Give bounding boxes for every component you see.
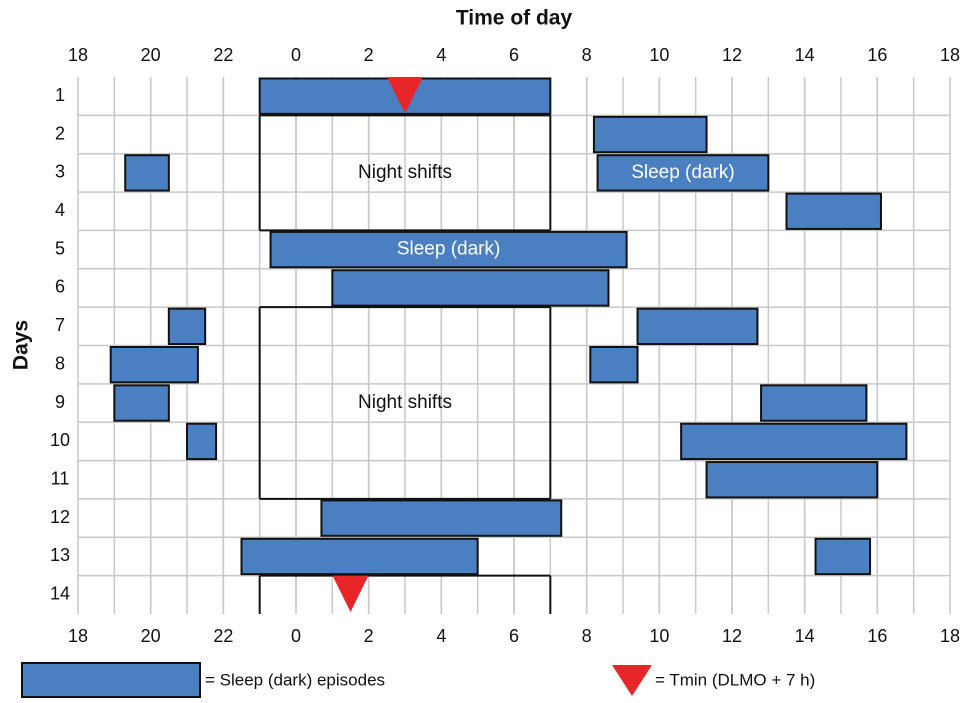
x-tick-label-bottom: 18 [68, 626, 88, 646]
x-tick-label-top: 0 [291, 45, 301, 65]
legend-swatch [21, 662, 201, 698]
sleep-bar [269, 230, 628, 269]
y-tick-label: 9 [55, 392, 65, 412]
sleep-bar [760, 384, 868, 422]
sleep-bar [113, 384, 170, 422]
sleep-bar [596, 154, 770, 192]
x-tick-label-bottom: 16 [867, 626, 887, 646]
x-tick-label-top: 18 [68, 45, 88, 65]
y-tick-label: 10 [50, 430, 70, 450]
x-tick-label-top: 18 [940, 45, 960, 65]
x-tick-label-top: 12 [722, 45, 742, 65]
y-tick-label: 2 [55, 123, 65, 143]
sleep-bar [331, 269, 610, 307]
legend-marker [612, 665, 652, 696]
x-tick-label-top: 10 [649, 45, 669, 65]
sleep-bar [636, 307, 759, 345]
night-shift-label: Night shifts [358, 162, 452, 183]
sleep-bar [589, 346, 639, 384]
sleep-bar [320, 499, 563, 537]
sleep-bar [167, 307, 207, 345]
y-tick-label: 4 [55, 200, 65, 220]
tmin-marker [332, 575, 369, 612]
x-tick-label-bottom: 2 [364, 626, 374, 646]
sleep-bar [785, 192, 882, 230]
bar-label: Sleep (dark) [397, 239, 501, 260]
y-tick-label: 7 [55, 315, 65, 335]
x-tick-label-bottom: 4 [436, 626, 446, 646]
y-tick-label: 1 [55, 85, 65, 105]
night-shift-label: Night shifts [358, 392, 452, 413]
x-tick-label-top: 20 [141, 45, 161, 65]
x-tick-label-top: 22 [213, 45, 233, 65]
y-tick-label: 13 [50, 545, 70, 565]
sleep-bar [186, 422, 218, 461]
x-tick-label-bottom: 0 [291, 626, 301, 646]
chart-title: Time of day [456, 7, 573, 30]
y-tick-label: 8 [55, 353, 65, 373]
sleep-bar [705, 461, 879, 499]
x-tick-label-top: 14 [795, 45, 815, 65]
x-tick-label-top: 4 [436, 45, 446, 65]
sleep-bar [592, 115, 708, 154]
sleep-bar [109, 346, 199, 384]
bar-label: Sleep (dark) [631, 162, 735, 183]
sleep-bar [240, 537, 479, 576]
x-tick-label-bottom: 18 [940, 626, 960, 646]
sleep-bar [814, 537, 872, 576]
y-tick-label: 14 [50, 584, 70, 604]
x-tick-label-bottom: 10 [649, 626, 669, 646]
legend-label: = Tmin (DLMO + 7 h) [655, 670, 815, 689]
sleep-bar [124, 154, 170, 192]
tmin-marker [387, 77, 423, 114]
y-tick-label: 5 [55, 238, 65, 258]
x-tick-label-bottom: 22 [213, 626, 233, 646]
y-axis-label: Days [10, 320, 33, 370]
y-tick-label: 6 [55, 277, 65, 297]
sleep-bar [680, 422, 908, 461]
x-tick-label-top: 6 [509, 45, 519, 65]
x-tick-label-top: 8 [582, 45, 592, 65]
x-tick-label-bottom: 6 [509, 626, 519, 646]
y-tick-label: 3 [55, 162, 65, 182]
x-tick-label-top: 16 [867, 45, 887, 65]
y-tick-label: 11 [51, 469, 70, 489]
x-tick-label-top: 2 [364, 45, 374, 65]
x-tick-label-bottom: 8 [582, 626, 592, 646]
x-tick-label-bottom: 12 [722, 626, 742, 646]
x-tick-label-bottom: 20 [141, 626, 161, 646]
y-tick-label: 12 [50, 507, 70, 527]
x-tick-label-bottom: 14 [795, 626, 815, 646]
legend-label: = Sleep (dark) episodes [205, 670, 385, 689]
